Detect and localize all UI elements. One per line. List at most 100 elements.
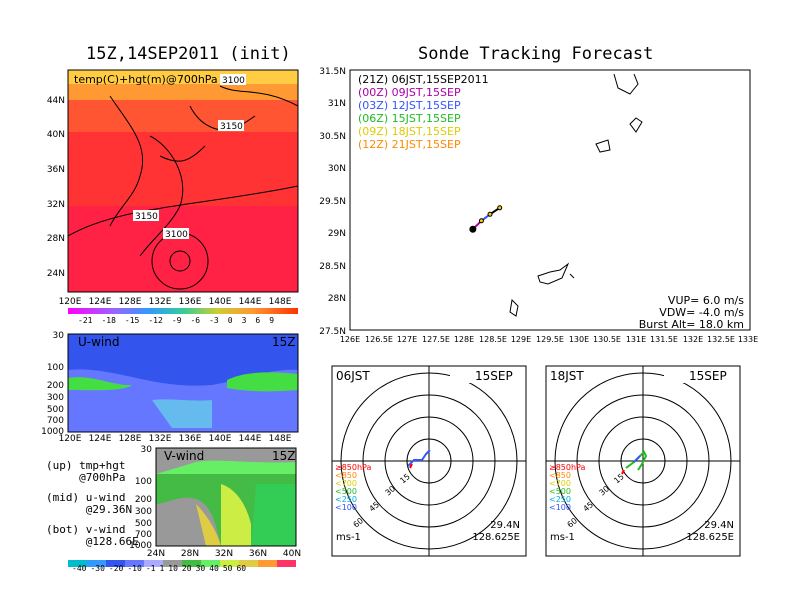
track-legend: (21Z) 06JST,15SEP2011 (00Z) 09JST,15SEP …: [358, 73, 489, 151]
legend-item: (12Z) 21JST,15SEP: [358, 138, 461, 151]
track-point: [469, 225, 477, 233]
y-tick: 100: [135, 477, 152, 487]
lon-tick: 132.5E: [707, 335, 735, 344]
y-tick: 30: [141, 445, 153, 455]
hodograph-right: 18JST 15SEP 15 30 45 60 ≥850hPa <850 <70…: [545, 365, 741, 557]
lon-tick: 128E: [454, 335, 474, 344]
y-tick: 200: [135, 495, 152, 505]
lon-tick: 136E: [179, 297, 202, 307]
colorbar-label: -21: [78, 316, 93, 325]
lon-tick: 124E: [89, 297, 112, 307]
colorbar-label: -1: [145, 564, 156, 573]
y-tick: 100: [47, 363, 64, 373]
lat-tick: 31.5N: [319, 67, 346, 77]
lon-tick: 130E: [569, 335, 589, 344]
level-label: <100: [549, 503, 571, 512]
level-label: <100: [335, 503, 357, 512]
colorbar-label: 1: [159, 564, 165, 573]
colorbar-label: -6: [190, 316, 201, 325]
u-panel-time: 15Z: [272, 335, 296, 349]
legend-item: (03Z) 12JST,15SEP: [358, 99, 461, 112]
legend-item: (00Z) 09JST,15SEP: [358, 86, 461, 99]
hodo-lon: 128.625E: [472, 532, 520, 543]
colorbar-label: -15: [124, 316, 140, 325]
track-point: [487, 211, 493, 217]
temp-hgt-map: 3100 3150 3150 3100 temp(C)+hgt(m)@700hP…: [47, 69, 299, 314]
y-tick: 500: [135, 519, 152, 529]
lon-tick: 126.5E: [365, 335, 393, 344]
colorbar-label: 6: [255, 316, 261, 325]
colorbar-label: 0: [227, 316, 233, 325]
lon-tick: 127.5E: [422, 335, 450, 344]
level-label: <250: [549, 495, 571, 504]
lon-tick: 131.5E: [650, 335, 678, 344]
x-tick: 36N: [249, 549, 267, 558]
colorbar-label: 20: [181, 564, 192, 573]
hodo-time: 06JST: [336, 369, 370, 383]
colorbar-label: 50: [222, 564, 233, 573]
hodo-unit: ms-1: [550, 532, 575, 543]
contour-label: 3100: [222, 76, 245, 86]
lat-tick: 32N: [47, 200, 65, 210]
side-note-up: (up) tmp+hgt @700hPa: [46, 459, 126, 484]
lon-tick: 131E: [626, 335, 646, 344]
lat-tick: 31N: [328, 99, 346, 109]
legend-item: (06Z) 15JST,15SEP: [358, 112, 461, 125]
x-tick: 148E: [269, 434, 292, 442]
track-point: [497, 205, 503, 211]
hodo-time: 18JST: [550, 369, 584, 383]
lon-tick: 144E: [239, 297, 262, 307]
y-tick: 1000: [129, 541, 152, 551]
lon-tick: 148E: [269, 297, 292, 307]
contour-labels: 3100 3150 3150 3100: [133, 74, 246, 240]
y-tick: 300: [47, 393, 64, 403]
colorbar-label: 9: [269, 316, 275, 325]
x-tick: 40N: [283, 549, 301, 558]
hodo-unit: ms-1: [336, 532, 361, 543]
colorbar-label: -9: [171, 316, 182, 325]
level-label: <700: [335, 479, 357, 488]
lon-tick: 120E: [59, 297, 82, 307]
y-tick: 30: [53, 331, 65, 341]
lat-tick: 24N: [47, 269, 65, 279]
hodo-lon: 128.625E: [686, 532, 734, 543]
x-tick: 136E: [179, 434, 202, 442]
lon-tick: 129.5E: [536, 335, 564, 344]
lon-tick: 132E: [149, 297, 172, 307]
lon-tick: 133E: [738, 335, 758, 344]
lon-tick: 127E: [397, 335, 417, 344]
side-note-bot: (bot) v-wind @128.66E: [46, 523, 139, 548]
side-note-mid: (mid) u-wind @29.36N: [46, 491, 133, 516]
map-lon-ticks: 120E 124E 128E 132E 136E 140E 144E 148E: [59, 297, 292, 307]
temp-colorbar: [68, 308, 298, 314]
lat-tick: 40N: [47, 130, 65, 140]
hodo-lat: 29.4N: [704, 520, 734, 531]
x-tick: 32N: [215, 549, 233, 558]
colorbar-label: 60: [236, 564, 247, 573]
lat-tick: 30N: [328, 164, 346, 174]
lat-tick: 44N: [47, 96, 65, 106]
track-line: [469, 205, 503, 233]
x-tick: 144E: [239, 434, 262, 442]
contour-label: 3150: [220, 122, 243, 132]
level-label: <700: [549, 479, 571, 488]
x-tick: 28N: [181, 549, 199, 558]
hodo-date: 15SEP: [689, 369, 727, 383]
level-label: <850: [335, 471, 357, 480]
x-tick: 120E: [59, 434, 82, 442]
map-lat-ticks: 44N 40N 36N 32N 28N 24N: [47, 96, 65, 279]
lat-tick: 28.5N: [319, 262, 346, 272]
v-wind-panel: V-wind 15Z 30 100 200 300 500 700 1000 2…: [129, 445, 301, 558]
lon-tick: 132E: [683, 335, 703, 344]
colorbar-label: -30: [90, 564, 105, 573]
colorbar-label: 40: [209, 564, 219, 573]
hodograph-left: 06JST 15SEP 15 30 45 60 ≥850hPa <850 <70…: [331, 365, 527, 557]
lon-tick: 129E: [511, 335, 531, 344]
lat-tick: 28N: [328, 294, 346, 304]
lon-tick: 130.5E: [593, 335, 621, 344]
lon-tick: 140E: [209, 297, 232, 307]
v-panel-time: 15Z: [272, 449, 296, 463]
lat-tick: 30.5N: [319, 132, 346, 142]
x-tick: 132E: [149, 434, 172, 442]
legend-item: (09Z) 18JST,15SEP: [358, 125, 461, 138]
